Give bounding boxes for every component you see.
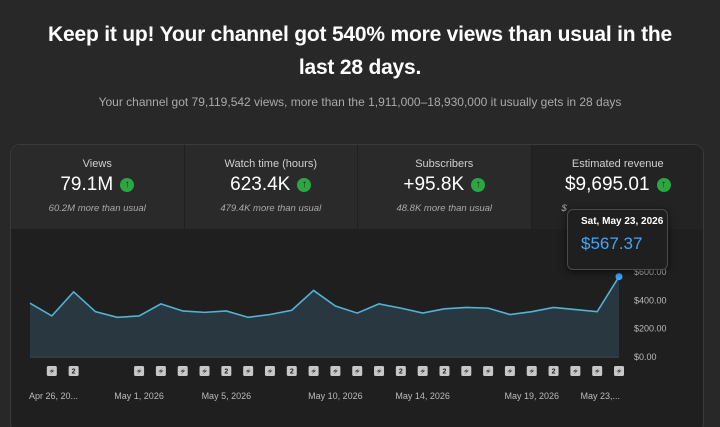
annotation-count-label: 2 [290,369,294,376]
metric-comparison: 479.4K more than usual [220,203,322,214]
annotation-count-label: 2 [399,369,403,376]
shorts-glyph [572,368,578,375]
shorts-glyph [245,368,251,375]
chart-area [30,276,619,357]
annotation-count-badge [439,366,450,376]
shorts-glyph [616,368,622,375]
shorts-glyph [485,368,491,375]
metric-tab-views[interactable]: Views 79.1M ↑ 60.2M more than usual [11,145,185,229]
shorts-glyph [529,368,535,375]
metric-value: 79.1M [60,174,114,195]
shorts-glyph [354,368,360,375]
y-tick-label: $0.00 [634,352,657,362]
arrow-up-icon: ↑ [656,178,671,192]
annotation-count-badge [221,366,232,376]
metric-label: Subscribers [415,158,474,170]
shorts-glyph [332,368,338,375]
y-tick-label: $600.00 [634,267,667,277]
x-tick-label: May 19, 2026 [504,391,559,401]
chart-series-line [29,276,620,319]
metric-comparison: $ [561,203,567,214]
chart-tooltip: Sat, May 23, 2026 $567.37 [567,209,668,270]
metric-tab-subscribers[interactable]: Subscribers +95.8K ↑ 48.8K more than usu… [358,145,532,229]
shorts-glyph [49,368,55,375]
x-tick-label: Apr 26, 20... [29,391,78,401]
x-tick-label: May 10, 2026 [308,391,363,401]
arrow-up-icon: ↑ [471,178,486,192]
annotation-count-label: 2 [443,369,447,376]
annotation-count-badge [68,366,79,376]
annotation-count-label: 2 [72,369,76,376]
annotation-count-badge [286,366,297,376]
metric-comparison: 48.8K more than usual [396,203,493,214]
annotation-count-badge [548,366,559,376]
shorts-glyph [158,368,164,375]
x-tick-label: May 1, 2026 [114,391,164,401]
page-subtitle: Your channel got 79,119,542 views, more … [98,95,622,109]
shorts-glyph [267,368,273,375]
shorts-glyph [136,368,142,375]
chart-point-highlight [615,273,623,281]
shorts-glyph [376,368,382,375]
metric-label: Watch time (hours) [224,158,317,170]
tooltip-date: Sat, May 23, 2026 [581,216,664,227]
x-tick-label: May 23,... [580,391,620,401]
page-title: Keep it up! Your channel got 540% more v… [48,23,672,79]
arrow-up-icon: ↑ [297,178,312,192]
metric-value: +95.8K [403,174,465,195]
x-tick-label: May 14, 2026 [395,391,450,401]
metric-tab-watch-time[interactable]: Watch time (hours) 623.4K ↑ 479.4K more … [184,145,358,229]
metric-label: Views [82,158,112,170]
shorts-glyph [202,368,208,375]
y-tick-label: $400.00 [634,295,667,305]
arrow-up-icon: ↑ [120,178,135,192]
metric-value: $9,695.01 [564,174,650,195]
metric-comparison: 60.2M more than usual [48,203,146,214]
y-tick-label: $200.00 [634,324,667,334]
metric-value: 623.4K [230,174,291,195]
metric-label: Estimated revenue [571,158,664,170]
annotation-count-label: 2 [552,369,556,376]
tooltip-value: $567.37 [581,234,643,253]
shorts-glyph [594,368,600,375]
shorts-glyph [420,368,426,375]
shorts-glyph [507,368,513,375]
x-tick-label: May 5, 2026 [202,391,252,401]
shorts-glyph [463,368,469,375]
shorts-glyph [180,368,186,375]
annotation-count-label: 2 [224,369,228,376]
shorts-glyph [311,368,317,375]
annotation-count-badge [395,366,406,376]
